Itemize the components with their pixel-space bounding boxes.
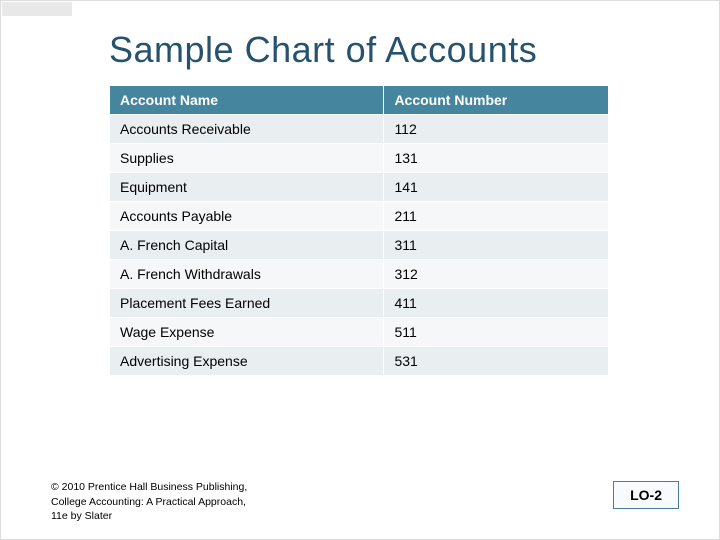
table-cell: Wage Expense: [110, 318, 384, 347]
table-row: Equipment141: [110, 173, 609, 202]
slide: Sample Chart of Accounts Account Name Ac…: [0, 0, 720, 540]
table-cell: Supplies: [110, 144, 384, 173]
corner-decoration: [2, 2, 72, 16]
table-row: Placement Fees Earned411: [110, 289, 609, 318]
footer-line: © 2010 Prentice Hall Business Publishing…: [51, 480, 247, 494]
table-cell: 411: [384, 289, 609, 318]
table-row: Accounts Payable211: [110, 202, 609, 231]
table-cell: Accounts Receivable: [110, 115, 384, 144]
table-cell: Accounts Payable: [110, 202, 384, 231]
lo-badge: LO-2: [613, 481, 679, 509]
table-header-row: Account Name Account Number: [110, 86, 609, 115]
table-cell: 312: [384, 260, 609, 289]
table-body: Accounts Receivable112Supplies131Equipme…: [110, 115, 609, 376]
footer-line: 11e by Slater: [51, 509, 247, 523]
table-row: A. French Capital311: [110, 231, 609, 260]
table-cell: A. French Capital: [110, 231, 384, 260]
table-row: Wage Expense511: [110, 318, 609, 347]
table-cell: 112: [384, 115, 609, 144]
table-cell: 511: [384, 318, 609, 347]
page-title: Sample Chart of Accounts: [109, 29, 669, 71]
table-cell: 141: [384, 173, 609, 202]
table-cell: 531: [384, 347, 609, 376]
footer-line: College Accounting: A Practical Approach…: [51, 495, 247, 509]
table-cell: Advertising Expense: [110, 347, 384, 376]
table-cell: 131: [384, 144, 609, 173]
table-row: Accounts Receivable112: [110, 115, 609, 144]
accounts-table-wrap: Account Name Account Number Accounts Rec…: [109, 85, 609, 376]
table-cell: Equipment: [110, 173, 384, 202]
copyright-footer: © 2010 Prentice Hall Business Publishing…: [51, 480, 247, 523]
table-cell: A. French Withdrawals: [110, 260, 384, 289]
table-row: Advertising Expense531: [110, 347, 609, 376]
col-header-number: Account Number: [384, 86, 609, 115]
table-cell: 311: [384, 231, 609, 260]
accounts-table: Account Name Account Number Accounts Rec…: [109, 85, 609, 376]
table-row: Supplies131: [110, 144, 609, 173]
col-header-name: Account Name: [110, 86, 384, 115]
table-cell: 211: [384, 202, 609, 231]
table-cell: Placement Fees Earned: [110, 289, 384, 318]
table-row: A. French Withdrawals312: [110, 260, 609, 289]
